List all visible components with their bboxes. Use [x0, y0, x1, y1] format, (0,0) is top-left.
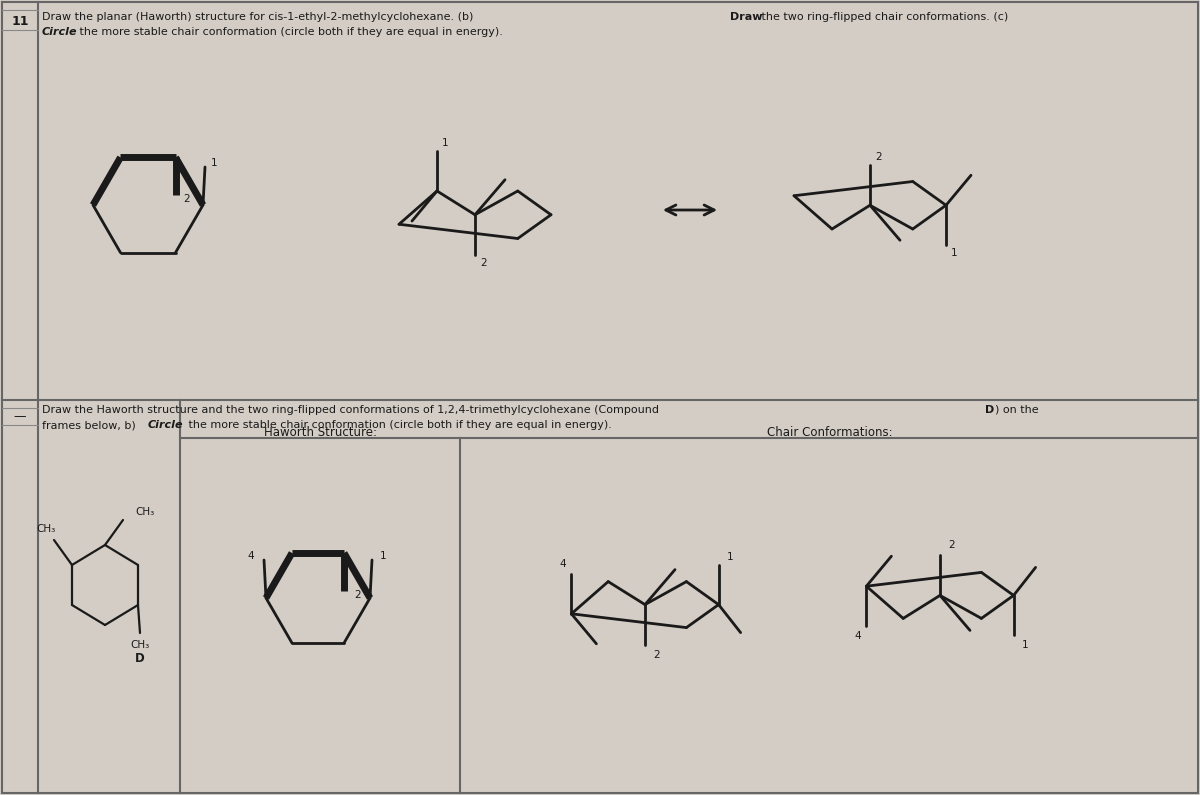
Text: Haworth Structure:: Haworth Structure:: [264, 425, 377, 439]
Text: 2: 2: [875, 153, 882, 162]
Text: 1: 1: [1021, 641, 1028, 650]
Text: 1: 1: [380, 551, 386, 561]
Text: D: D: [136, 653, 145, 665]
Text: D: D: [985, 405, 995, 415]
Text: CH₃: CH₃: [36, 524, 55, 534]
Text: Chair Conformations:: Chair Conformations:: [767, 425, 893, 439]
Text: CH₃: CH₃: [131, 640, 150, 650]
Text: 2: 2: [354, 590, 361, 600]
Text: 11: 11: [11, 15, 29, 28]
Text: Draw the planar (Haworth) structure for cis-1-ethyl-2-methylcyclohexane. (b): Draw the planar (Haworth) structure for …: [42, 12, 476, 22]
Text: 1: 1: [442, 138, 449, 148]
Text: Draw: Draw: [730, 12, 762, 22]
Text: —: —: [13, 410, 26, 423]
Text: the more stable chair conformation (circle both if they are equal in energy).: the more stable chair conformation (circ…: [76, 27, 503, 37]
Text: 1: 1: [952, 248, 958, 258]
Text: Circle: Circle: [42, 27, 78, 37]
Text: 4: 4: [559, 559, 566, 568]
Text: the two ring-flipped chair conformations. (c): the two ring-flipped chair conformations…: [758, 12, 1008, 22]
Text: 1: 1: [211, 158, 217, 168]
Text: ) on the: ) on the: [995, 405, 1039, 415]
Text: CH₃: CH₃: [134, 507, 155, 517]
Text: 2: 2: [653, 650, 660, 660]
Text: 1: 1: [727, 552, 733, 561]
Text: Circle: Circle: [148, 420, 184, 430]
Text: the more stable chair conformation (circle both if they are equal in energy).: the more stable chair conformation (circ…: [185, 420, 612, 430]
Text: 2: 2: [480, 258, 487, 268]
Text: 2: 2: [948, 541, 955, 550]
Text: frames below, b): frames below, b): [42, 420, 139, 430]
Text: Draw the Haworth structure and the two ring-flipped conformations of 1,2,4-trime: Draw the Haworth structure and the two r…: [42, 405, 662, 415]
Text: 2: 2: [184, 194, 190, 204]
Text: 4: 4: [247, 551, 254, 561]
Text: 4: 4: [854, 631, 862, 642]
